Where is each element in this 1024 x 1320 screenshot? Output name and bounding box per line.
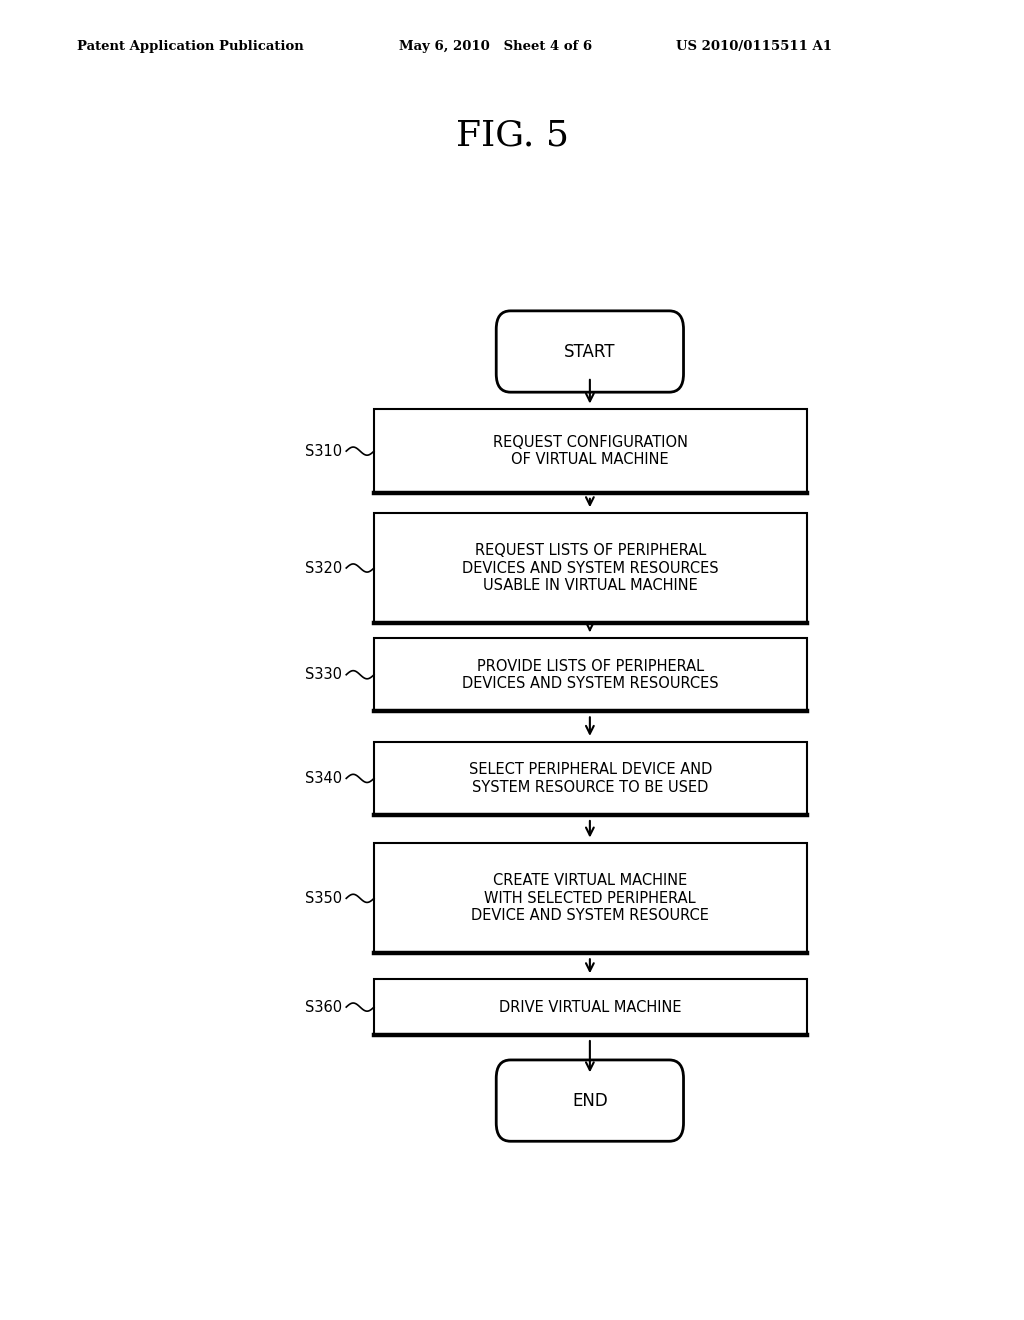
Text: PROVIDE LISTS OF PERIPHERAL
DEVICES AND SYSTEM RESOURCES: PROVIDE LISTS OF PERIPHERAL DEVICES AND … <box>462 659 719 690</box>
Bar <box>374 409 807 492</box>
Text: DRIVE VIRTUAL MACHINE: DRIVE VIRTUAL MACHINE <box>499 999 682 1015</box>
Text: SELECT PERIPHERAL DEVICE AND
SYSTEM RESOURCE TO BE USED: SELECT PERIPHERAL DEVICE AND SYSTEM RESO… <box>469 762 712 795</box>
Text: US 2010/0115511 A1: US 2010/0115511 A1 <box>676 40 831 53</box>
Text: S350: S350 <box>305 891 342 906</box>
Text: FIG. 5: FIG. 5 <box>456 119 568 153</box>
Text: S320: S320 <box>305 561 342 576</box>
Bar <box>374 638 807 711</box>
Bar <box>374 742 807 814</box>
Text: Patent Application Publication: Patent Application Publication <box>77 40 303 53</box>
Text: S360: S360 <box>305 999 342 1015</box>
Text: REQUEST CONFIGURATION
OF VIRTUAL MACHINE: REQUEST CONFIGURATION OF VIRTUAL MACHINE <box>493 434 688 467</box>
FancyBboxPatch shape <box>497 1060 684 1142</box>
Text: S310: S310 <box>305 444 342 458</box>
Text: END: END <box>572 1092 608 1110</box>
Bar <box>374 843 807 953</box>
Text: REQUEST LISTS OF PERIPHERAL
DEVICES AND SYSTEM RESOURCES
USABLE IN VIRTUAL MACHI: REQUEST LISTS OF PERIPHERAL DEVICES AND … <box>462 543 719 593</box>
Text: May 6, 2010   Sheet 4 of 6: May 6, 2010 Sheet 4 of 6 <box>399 40 593 53</box>
Bar <box>374 979 807 1035</box>
FancyBboxPatch shape <box>497 312 684 392</box>
Bar <box>374 513 807 623</box>
Text: S340: S340 <box>305 771 342 785</box>
Text: CREATE VIRTUAL MACHINE
WITH SELECTED PERIPHERAL
DEVICE AND SYSTEM RESOURCE: CREATE VIRTUAL MACHINE WITH SELECTED PER… <box>471 874 710 923</box>
Text: START: START <box>564 342 615 360</box>
Text: S330: S330 <box>305 667 342 682</box>
